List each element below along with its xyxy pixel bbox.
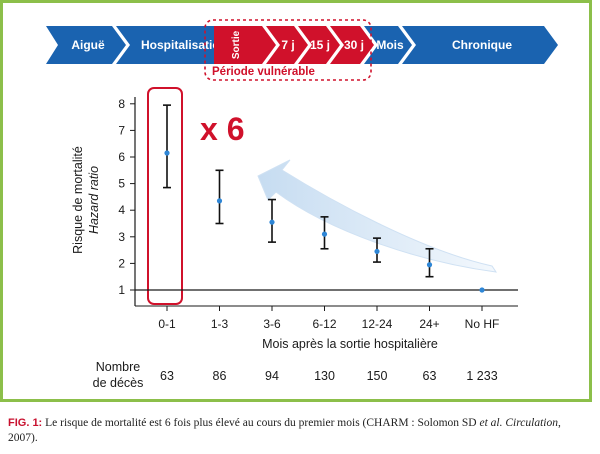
x-tick-label-4: 12-24 [362, 317, 393, 331]
vulnerable-period-label: Période vulnérable [212, 66, 315, 78]
x-tick-label-1: 1-3 [211, 317, 229, 331]
data-point-4 [374, 248, 380, 255]
figure-caption: FIG. 1: Le risque de mortalité est 6 foi… [8, 416, 592, 446]
stage-15j-segment [298, 26, 340, 64]
first-month-highlight [147, 87, 183, 305]
y-tick-label-8: 8 [118, 97, 125, 111]
stage-sortie-segment [214, 26, 276, 64]
y-tick-label-1: 1 [118, 283, 125, 297]
trend-arrow [257, 159, 498, 273]
stage-30j-segment [330, 26, 374, 64]
chart-svg: Aiguë Hospitalisation Sortie 7 j 15 j 30… [46, 19, 558, 390]
x-tick-label-0: 0-1 [158, 317, 176, 331]
y-tick-label-5: 5 [118, 177, 125, 191]
deaths-value-0: 63 [160, 369, 174, 383]
data-point-5 [426, 262, 433, 268]
y-axis-subtitle: Hazard ratio [87, 166, 101, 234]
data-point-0 [164, 150, 170, 156]
deaths-value-3: 130 [314, 369, 335, 383]
x-tick-label-3: 6-12 [312, 317, 336, 331]
data-series [163, 104, 485, 293]
timeline-banner: Aiguë Hospitalisation Sortie 7 j 15 j 30… [46, 19, 558, 81]
deaths-value-1: 86 [213, 369, 227, 383]
x-tick-label-2: 3-6 [263, 317, 281, 331]
deaths-value-2: 94 [265, 369, 279, 383]
deaths-label-line2: de décès [93, 376, 144, 390]
stage-15j-label: 15 j [310, 38, 330, 52]
caption-fig-label: FIG. 1: [8, 417, 43, 429]
data-point-1 [216, 198, 223, 204]
stage-hospitalisation-segment [116, 26, 232, 64]
stage-aigue-label: Aiguë [71, 38, 105, 52]
multiplier-label: x 6 [200, 111, 244, 147]
data-point-3 [321, 231, 328, 237]
stage-chronique-label: Chronique [452, 38, 512, 52]
stage-sortie-label: Sortie [231, 30, 242, 59]
deaths-value-6: 1 233 [466, 369, 497, 383]
stage-mois-label: Mois [376, 38, 404, 52]
caption-year: , 2007). [8, 417, 561, 444]
x-tick-labels: 0-1 1-3 3-6 6-12 12-24 24+ No HF [158, 306, 499, 331]
vulnerable-period-box [204, 19, 372, 81]
stage-30j-label: 30 j [344, 38, 364, 52]
data-point-6 [479, 287, 485, 293]
y-axis: 1 2 3 4 5 6 7 8 [118, 97, 136, 306]
y-tick-label-2: 2 [118, 256, 125, 270]
y-tick-label-3: 3 [118, 230, 125, 244]
deaths-label-line1: Nombre [96, 360, 141, 374]
caption-journal: Circulation [505, 417, 558, 429]
stage-aigue-segment [46, 26, 126, 64]
deaths-values: 63 86 94 130 150 63 1 233 [160, 369, 498, 383]
stage-7j-segment [266, 26, 308, 64]
x-tick-label-5: 24+ [419, 317, 439, 331]
y-axis-title: Risque de mortalité [71, 146, 85, 254]
caption-text: Le risque de mortalité est 6 fois plus é… [45, 417, 477, 429]
data-point-2 [269, 219, 275, 225]
deaths-value-5: 63 [423, 369, 437, 383]
caption-et-al: et al. [479, 417, 503, 429]
y-tick-label-6: 6 [118, 150, 125, 164]
x-tick-label-6: No HF [465, 317, 500, 331]
stage-7j-label: 7 j [281, 38, 294, 52]
deaths-value-4: 150 [367, 369, 388, 383]
y-tick-label-4: 4 [118, 203, 125, 217]
x-axis-title: Mois après la sortie hospitalière [262, 337, 438, 351]
stage-chronique-segment [402, 26, 558, 64]
stage-mois-segment [364, 26, 412, 64]
y-tick-label-7: 7 [118, 123, 125, 137]
